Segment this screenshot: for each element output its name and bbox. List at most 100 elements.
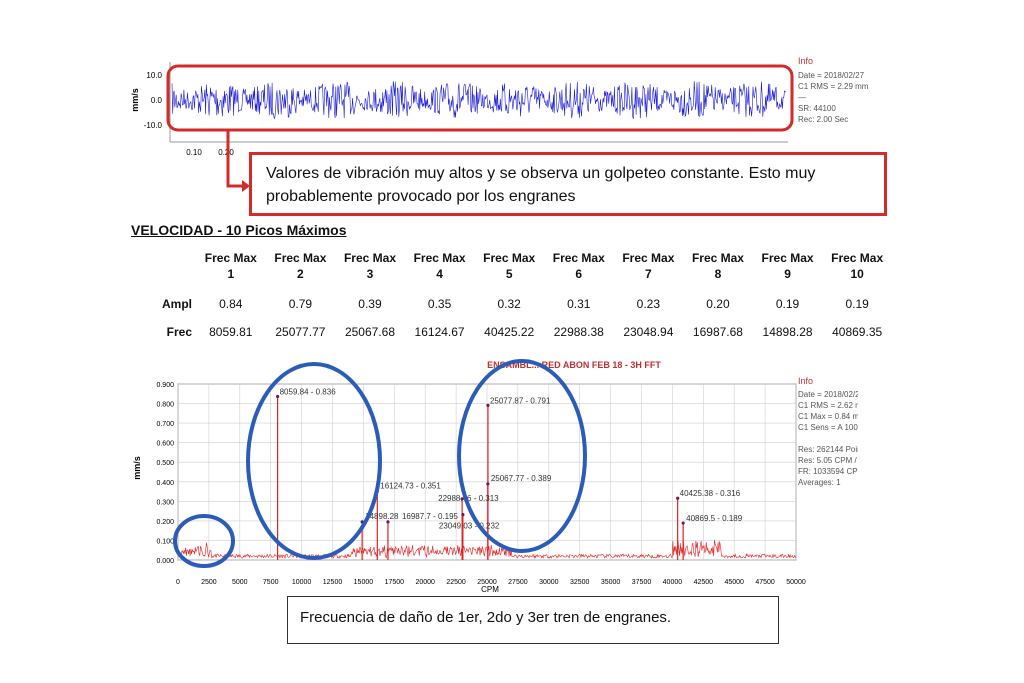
peaks-frec-row: Frec 8059.81 25077.77 25067.68 16124.67 4042… <box>152 318 892 346</box>
frec-cell: 14898.28 <box>762 325 813 339</box>
fft-xtick-label: 12500 <box>323 579 343 586</box>
fft-xtick-label: 15000 <box>354 579 374 586</box>
frec-cell: 25077.77 <box>275 325 326 339</box>
peak-header-1: Frec Max 1 <box>196 250 266 290</box>
fft-xtick-label: 10000 <box>292 579 312 586</box>
peaks-ampl-row: Ampl 0.84 0.79 0.39 0.35 0.32 0.31 0.23 0.20 0.1… <box>152 290 892 318</box>
fft-xtick-label: 47500 <box>755 579 775 586</box>
fft-grid <box>177 383 797 561</box>
frec-cell: 40425.22 <box>484 325 535 339</box>
footer-note: Frecuencia de daño de 1er, 2do y 3er tre… <box>287 596 779 644</box>
fft-peak-marker <box>460 497 464 501</box>
fft-peak-label: 14898.28 <box>365 512 399 521</box>
peak-header-2: Frec Max 2 <box>266 250 336 290</box>
ampl-cell: 0.20 <box>706 297 730 311</box>
peak-header-6: Frec Max 6 <box>544 250 614 290</box>
info-line: Res: 5.05 CPM / Point <box>798 456 858 465</box>
ampl-cell: 0.84 <box>219 297 243 311</box>
waveform-ytick-1: 10.0 <box>146 71 162 80</box>
peaks-corner-cell <box>152 250 196 290</box>
peak-header-number: 5 <box>505 267 513 281</box>
fft-xtick-label: 35000 <box>601 579 621 586</box>
fft-ylabel: mm/s <box>132 456 142 480</box>
fft-ytick-label: 0.600 <box>156 441 174 448</box>
peak-header-10: Frec Max 10 <box>822 250 892 290</box>
waveform-xtick-1: 0.10 <box>186 148 202 157</box>
peak-header-label: Frec Max <box>691 251 744 265</box>
fft-xtick-label: 2500 <box>201 579 217 586</box>
fft-ytick-label: 0.900 <box>156 382 174 389</box>
ampl-cell: 0.79 <box>288 297 313 311</box>
fft-xtick-label: 25000 <box>477 579 497 586</box>
info-line: SR: 44100 <box>798 104 836 113</box>
fft-peak-marker <box>486 403 490 407</box>
frec-cell: 16987.68 <box>692 325 743 339</box>
info-line: Date = 2018/02/27 <box>798 71 865 80</box>
fft-ytick-label: 0.500 <box>156 460 174 467</box>
frec-cell: 40869.35 <box>832 325 883 339</box>
fft-peak-marker <box>676 496 680 500</box>
peak-header-5: Frec Max 5 <box>474 250 544 290</box>
highlight-ellipse-1 <box>173 514 235 568</box>
peak-header-number: 1 <box>227 267 235 281</box>
peak-header-number: 4 <box>436 267 443 281</box>
ampl-cell: 0.19 <box>845 297 869 311</box>
waveform-chart: mm/s 10.0 0.0 -10.0 0.10 0.20 Info Date … <box>130 56 868 157</box>
fft-peak-marker <box>386 520 390 524</box>
fft-xlabel: CPM <box>481 585 499 594</box>
ampl-cell: 0.23 <box>636 297 661 311</box>
peak-header-label: Frec Max <box>622 251 675 265</box>
peak-header-3: Frec Max 3 <box>335 250 405 290</box>
highlight-ellipse-3 <box>457 359 587 553</box>
info-line: C1 RMS = 2.29 mm/s <box>798 82 868 91</box>
fft-ytick-label: 0.000 <box>156 558 174 565</box>
fft-ytick-label: 0.700 <box>156 421 174 428</box>
info-line: C1 RMS = 2.62 mm/s <box>798 401 858 410</box>
peak-header-number: 2 <box>297 267 304 281</box>
waveform-info-title: Info <box>798 56 813 66</box>
fft-peak-label: 22988.46 - 0.313 <box>438 494 499 503</box>
peaks-header-row: Frec Max 1 Frec Max 2 Frec Max 3 Frec Max 4 Frec… <box>152 250 892 290</box>
waveform-ylabel: mm/s <box>130 88 140 112</box>
info-line: C1 Max = 0.84 mm/s <box>798 412 858 421</box>
frec-cell: 25067.68 <box>344 325 396 339</box>
info-line: FR: 1033594 CPM <box>798 467 858 476</box>
fft-spectrum-chart: ENSAMBL... RED ABON FEB 18 - 3H FFT mm/s… <box>132 359 858 594</box>
ampl-cell: 0.19 <box>775 297 800 311</box>
peak-header-label: Frec Max <box>343 251 396 265</box>
peak-header-label: Frec Max <box>274 251 327 265</box>
waveform-ytick-2: 0.0 <box>151 96 163 105</box>
info-line: Rec: 2.00 Sec <box>798 115 848 124</box>
fft-xticks: 0 2500 5000 7500 10000 12500 15000 17500 20000 22… <box>176 579 806 586</box>
peak-header-label: Frec Max <box>483 251 536 265</box>
frec-cell: 16124.67 <box>414 325 465 339</box>
frec-cell: 22988.38 <box>553 325 604 339</box>
ampl-cell: 0.35 <box>427 297 452 311</box>
fft-xtick-label: 0 <box>176 579 180 586</box>
fft-peak-label: 40425.38 - 0.316 <box>680 489 741 498</box>
info-line: Date = 2018/02/27 <box>798 390 858 399</box>
peak-header-label: Frec Max <box>761 251 814 265</box>
waveform-xtick-2: 0.20 <box>218 148 234 157</box>
fft-xtick-label: 20000 <box>415 579 435 586</box>
peak-header-label: Frec Max <box>831 251 884 265</box>
fft-ytick-label: 0.100 <box>156 538 174 545</box>
peak-header-4: Frec Max 4 <box>405 250 475 290</box>
fft-xtick-label: 40000 <box>663 579 683 586</box>
info-line: Averages: 1 <box>798 478 841 487</box>
fft-xtick-label: 17500 <box>385 579 405 586</box>
peak-header-label: Frec Max <box>552 251 605 265</box>
fft-title: ENSAMBL... RED ABON FEB 18 - 3H FFT <box>487 360 661 370</box>
fft-yticks: 0.000 0.100 0.200 0.300 0.400 0.500 0.600 0.700… <box>156 382 174 565</box>
fft-ytick-label: 0.800 <box>156 402 174 409</box>
peak-header-number: 3 <box>366 267 374 281</box>
callout-arrow <box>226 130 250 192</box>
peak-header-number: 6 <box>575 267 583 281</box>
fft-info-panel: Date = 2018/02/27 C1 RMS = 2.62 mm/s C1 Ma… <box>798 390 858 487</box>
callout-note: Valores de vibración muy altos y se obse… <box>249 152 887 216</box>
ampl-row-label: Ampl <box>162 297 192 311</box>
fft-peak-label: 25067.77 - 0.389 <box>491 474 552 483</box>
fft-xtick-label: 5000 <box>232 579 248 586</box>
fft-peak-label: 16987.7 - 0.195 <box>402 512 459 521</box>
peak-header-number: 9 <box>784 267 791 281</box>
